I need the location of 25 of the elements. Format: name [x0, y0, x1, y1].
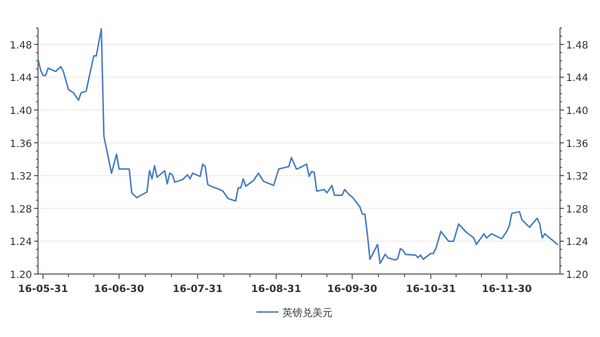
y-tick-label: 1.24 [10, 237, 32, 248]
x-tick-label: 16-05-31 [18, 284, 68, 295]
y2-tick-label: 1.36 [566, 138, 588, 150]
x-tick-label: 16-07-31 [172, 284, 223, 295]
x-tick-label: 16-08-31 [251, 284, 302, 295]
y-tick-label: 1.28 [10, 204, 32, 216]
y-tick-label: 1.20 [10, 270, 32, 281]
legend-label: 英镑兑美元 [282, 307, 332, 319]
y-tick-label: 1.48 [10, 40, 32, 52]
x-tick-label: 16-09-30 [327, 284, 378, 295]
x-tick-label: 16-11-30 [482, 284, 532, 295]
y2-tick-label: 1.24 [566, 237, 588, 248]
y-tick-label: 1.44 [10, 73, 32, 84]
y-tick-label: 1.32 [10, 172, 32, 183]
x-tick-label: 16-06-30 [94, 284, 144, 295]
y2-tick-label: 1.40 [566, 106, 588, 117]
y2-tick-label: 1.28 [566, 204, 588, 216]
x-tick-label: 16-10-31 [406, 284, 456, 295]
y2-tick-label: 1.32 [566, 172, 588, 183]
y-tick-label: 1.40 [10, 106, 32, 117]
y2-tick-label: 1.20 [566, 270, 588, 281]
legend: 英镑兑美元 [256, 308, 332, 319]
y2-tick-label: 1.48 [566, 40, 588, 52]
y2-tick-label: 1.44 [566, 73, 588, 84]
y-tick-label: 1.36 [10, 138, 32, 150]
